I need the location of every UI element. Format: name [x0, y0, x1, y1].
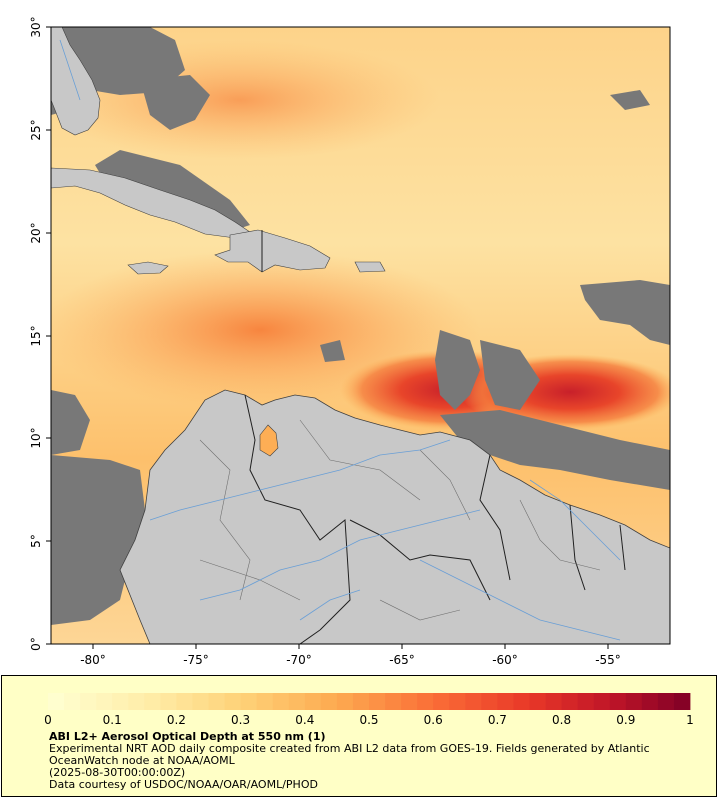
colorbar-bin	[240, 693, 258, 710]
colorbar-bin	[96, 693, 113, 710]
lat-tick-label: 25°	[29, 119, 43, 140]
hispaniola-land	[214, 229, 331, 273]
no-data-region	[320, 340, 345, 362]
colorbar-tick-label: 0.5	[359, 713, 378, 727]
florida-land	[51, 27, 101, 136]
colorbar-bin	[593, 693, 611, 710]
lat-axis: 30° 25° 20° 15° 10° 5° 0°	[29, 16, 51, 651]
rivers	[59, 39, 621, 641]
colorbar-bin	[385, 693, 402, 710]
lon-tick-label: -75°	[183, 653, 209, 667]
colorbar-bin	[128, 693, 145, 710]
colorbar-bin	[288, 693, 306, 710]
colorbar-bin	[513, 693, 530, 710]
lon-tick-label: -70°	[286, 653, 312, 667]
legend-description: Experimental NRT AOD daily composite cre…	[49, 742, 650, 755]
colorbar-bin	[417, 693, 434, 710]
no-data-region	[610, 90, 650, 110]
colorbar-bin	[545, 693, 562, 710]
lon-tick-label: -80°	[80, 653, 106, 667]
no-data-region	[580, 280, 670, 345]
lon-tick-label: -60°	[492, 653, 518, 667]
lat-tick-label: 30°	[29, 16, 43, 37]
lat-tick-label: 15°	[29, 325, 43, 346]
no-data-region	[140, 75, 210, 130]
legend-text: ABI L2+ Aerosol Optical Depth at 550 nm …	[49, 731, 689, 791]
aod-map: 30° 25° 20° 15° 10° 5° 0° -80° -75° -70°…	[29, 16, 671, 667]
colorbar-tick-label: 1	[686, 713, 694, 727]
jamaica-land	[127, 261, 169, 275]
colorbar-bin	[144, 693, 161, 710]
lat-tick-label: 0°	[29, 637, 43, 651]
colorbar-bin	[112, 693, 129, 710]
colorbar-bin	[208, 693, 225, 710]
colorbar-bin	[272, 693, 290, 710]
colorbar-bin	[609, 693, 627, 710]
colorbar-bin	[625, 693, 643, 710]
colorbar-bin	[192, 693, 209, 710]
legend-credit: Data courtesy of USDOC/NOAA/OAR/AOML/PHO…	[49, 778, 318, 791]
colorbar-tick-label: 0.3	[231, 713, 250, 727]
country-borders	[244, 230, 626, 644]
lat-tick-label: 5°	[29, 534, 43, 548]
colorbar-bin	[369, 693, 386, 710]
lon-tick-label: -65°	[389, 653, 415, 667]
colorbar-tick-label: 0.8	[552, 713, 571, 727]
lon-tick-label: -55°	[595, 653, 621, 667]
colorbar-tick-label: 0.4	[295, 713, 314, 727]
colorbar-bin	[433, 693, 450, 710]
colorbar-bin	[401, 693, 418, 710]
no-data-region	[435, 330, 480, 410]
colorbar-bin	[160, 693, 177, 710]
colorbar-tick-label: 0	[44, 713, 52, 727]
colorbar-bin	[641, 693, 659, 710]
legend-panel: 0 0.1 0.2 0.3 0.4 0.5 0.6 0.7 0.8 0.9 1 ABI L2+ Ae…	[1, 675, 717, 797]
lon-axis: -80° -75° -70° -65° -60° -55°	[80, 644, 621, 667]
lat-tick-label: 20°	[29, 222, 43, 243]
colorbar: 0 0.1 0.2 0.3 0.4 0.5 0.6 0.7 0.8 0.9 1	[44, 693, 694, 727]
colorbar-bin	[352, 693, 370, 710]
colorbar-tick-label: 0.7	[488, 713, 507, 727]
colorbar-bin	[224, 693, 241, 710]
colorbar-bin	[64, 693, 81, 710]
colorbar-bin	[481, 693, 498, 710]
colorbar-bin	[561, 693, 579, 710]
colorbar-bin	[176, 693, 193, 710]
colorbar-tick-label: 0.2	[167, 713, 186, 727]
legend-title: ABI L2+ Aerosol Optical Depth at 550 nm …	[49, 730, 326, 743]
colorbar-bin	[336, 693, 354, 710]
legend-description-cont: OceanWatch node at NOAA/AOML	[49, 754, 235, 767]
puerto-rico-land	[354, 261, 386, 273]
colorbar-bin	[465, 693, 482, 710]
colorbar-bin	[577, 693, 595, 710]
colorbar-bin	[320, 693, 338, 710]
colorbar-bin	[529, 693, 546, 710]
legend-timestamp: (2025-08-30T00:00:00Z)	[49, 766, 186, 779]
maracaibo-lake	[259, 424, 279, 457]
colorbar-bin	[48, 693, 65, 710]
colorbar-tick-label: 0.1	[103, 713, 122, 727]
no-data-region	[51, 390, 90, 455]
colorbar-bins	[48, 693, 691, 710]
colorbar-tick-label: 0.6	[424, 713, 443, 727]
no-data-region	[440, 410, 670, 490]
colorbar-bin	[449, 693, 466, 710]
colorbar-bin	[256, 693, 274, 710]
no-data-region	[480, 340, 540, 410]
no-data-region	[51, 455, 145, 625]
colorbar-bin	[80, 693, 97, 710]
colorbar-bin	[657, 693, 675, 710]
colorbar-bin	[497, 693, 514, 710]
map-plot-area	[51, 27, 670, 644]
colorbar-bin	[673, 693, 691, 710]
south-america-land	[119, 389, 670, 644]
colorbar-bin	[304, 693, 322, 710]
lat-tick-label: 10°	[29, 427, 43, 448]
colorbar-tick-label: 0.9	[616, 713, 635, 727]
colorbar-ticks: 0 0.1 0.2 0.3 0.4 0.5 0.6 0.7 0.8 0.9 1	[44, 713, 694, 727]
